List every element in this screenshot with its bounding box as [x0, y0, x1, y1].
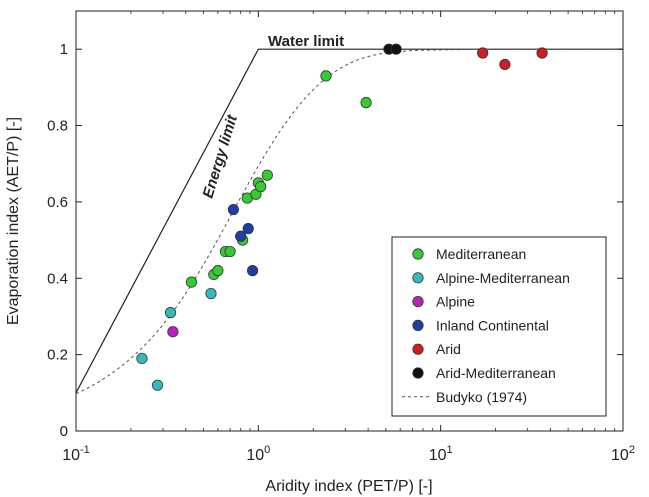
legend-marker-alpine [412, 295, 424, 308]
data-points [136, 43, 548, 391]
point-inland-continental [235, 230, 247, 242]
y-tick-label: 0.6 [47, 194, 68, 211]
point-arid-mediterranean [390, 43, 402, 55]
legend-marker-arid [412, 343, 424, 355]
y-tick-label: 0.2 [47, 347, 68, 364]
legend: Mediterranean Alpine-Mediterranean Alpine I… [391, 236, 607, 417]
x-tick-label: 102 [611, 444, 635, 464]
y-tick-label: 0.8 [47, 118, 68, 135]
y-axis-label: Evaporation index (AET/P) [-] [5, 117, 22, 325]
legend-label-alpine-mediterranean: Alpine-Mediterranean [436, 270, 570, 286]
budyko-curve-line [75, 48, 623, 395]
point-mediterranean [224, 245, 236, 258]
point-mediterranean [360, 97, 372, 109]
x-tick-label: 10-1 [62, 444, 90, 464]
point-alpine-mediterranean [136, 352, 148, 365]
point-alpine [167, 326, 179, 338]
point-alpine-mediterranean [205, 287, 217, 300]
legend-marker-arid-mediterranean [412, 367, 424, 379]
legend-marker-inland-continental [412, 319, 424, 331]
point-mediterranean [185, 276, 198, 288]
legend-box [391, 236, 607, 417]
x-tick-label: 101 [429, 444, 453, 464]
point-arid [499, 58, 511, 71]
y-tick-label: 1 [60, 41, 68, 58]
y-tick-label: 0 [60, 423, 68, 440]
point-inland-continental [227, 203, 240, 216]
point-arid [477, 47, 489, 59]
point-mediterranean [255, 181, 267, 193]
point-inland-continental [246, 265, 259, 277]
point-inland-continental [242, 223, 254, 235]
legend-label-inland-continental: Inland Continental [436, 317, 549, 333]
axis-ticks: 10-1 100 101 102 0 0.2 0.4 0.6 0.8 1 [47, 11, 635, 464]
legend-label-alpine: Alpine [436, 294, 475, 310]
x-axis-label: Aridity index (PET/P) [-] [265, 478, 432, 495]
legend-label-arid: Arid [436, 341, 461, 357]
legend-label-arid-mediterranean: Arid-Mediterranean [436, 365, 556, 381]
legend-marker-alpine-mediterranean [412, 272, 424, 284]
point-mediterranean [212, 265, 224, 277]
point-arid [536, 47, 548, 59]
legend-label-budyko: Budyko (1974) [436, 389, 527, 405]
y-tick-label: 0.4 [47, 270, 68, 287]
water-limit-label: Water limit [268, 33, 344, 50]
budyko-curve-group [75, 48, 623, 395]
point-alpine-mediterranean [151, 379, 164, 391]
point-alpine-mediterranean [164, 307, 177, 319]
point-mediterranean [261, 169, 273, 181]
legend-label-mediterranean: Mediterranean [436, 246, 526, 262]
legend-marker-mediterranean [412, 248, 424, 260]
x-tick-label: 100 [246, 444, 270, 464]
point-mediterranean [320, 70, 332, 82]
